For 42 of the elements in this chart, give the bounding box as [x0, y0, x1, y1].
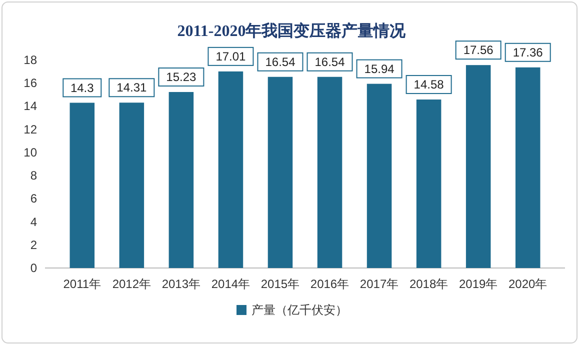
- x-tick-label: 2015年: [260, 277, 300, 291]
- data-label: 17.01: [216, 49, 246, 64]
- y-tick-label: 12: [24, 122, 38, 136]
- bar: [218, 71, 244, 268]
- x-tick-label: 2018年: [409, 277, 448, 291]
- bar: [268, 76, 293, 268]
- data-label: 14.58: [414, 78, 444, 92]
- data-label: 17.36: [512, 45, 544, 60]
- data-label: 15.23: [166, 70, 197, 84]
- x-tick-label: 2014年: [211, 277, 250, 291]
- y-tick-label: 10: [24, 145, 38, 160]
- bar: [466, 65, 491, 268]
- bar: [317, 76, 342, 268]
- bar: [168, 92, 194, 268]
- bar: [515, 67, 540, 268]
- x-tick-label: 2011年: [63, 277, 102, 291]
- y-tick-label: 0: [30, 261, 38, 275]
- y-tick-label: 16: [24, 76, 38, 90]
- data-label: 15.94: [364, 62, 395, 76]
- bar: [119, 102, 144, 268]
- y-tick-label: 8: [30, 168, 38, 183]
- data-label: 16.54: [314, 54, 346, 69]
- bar: [366, 84, 392, 268]
- legend-label: 产量（亿千伏安）: [252, 303, 348, 317]
- data-label: 14.31: [116, 80, 148, 95]
- y-tick-label: 18: [24, 53, 38, 67]
- y-tick-label: 6: [30, 192, 38, 206]
- x-tick-label: 2016年: [310, 277, 350, 291]
- y-tick-label: 4: [30, 214, 38, 229]
- y-tick-label: 14: [24, 99, 38, 114]
- data-label: 14.3: [70, 80, 94, 95]
- x-tick-label: 2017年: [360, 277, 399, 291]
- bar: [416, 100, 442, 268]
- chart-title: 2011-2020年我国变压器产量情况: [177, 22, 407, 40]
- x-tick-label: 2020年: [508, 277, 548, 291]
- data-label: 17.56: [463, 43, 494, 58]
- y-tick-label: 2: [30, 238, 38, 252]
- bar: [70, 102, 95, 268]
- data-label: 16.54: [265, 54, 296, 69]
- x-tick-label: 2013年: [162, 277, 201, 291]
- x-tick-label: 2019年: [458, 277, 498, 291]
- x-tick-label: 2012年: [112, 277, 152, 291]
